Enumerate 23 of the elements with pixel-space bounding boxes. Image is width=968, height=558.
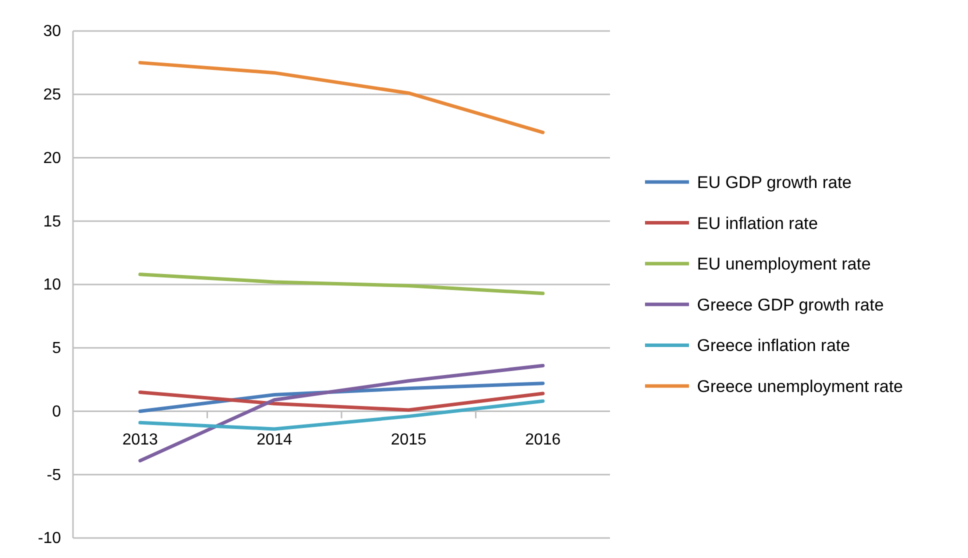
y-tick-label: 20: [43, 150, 62, 167]
y-tick-label: 0: [52, 403, 62, 420]
y-tick-label: -5: [46, 466, 62, 484]
legend-label: EU unemployment rate: [697, 254, 871, 274]
y-tick-label: 30: [43, 23, 62, 40]
y-tick-label: 5: [52, 340, 62, 357]
y-tick-label: 10: [43, 276, 62, 294]
legend-label: EU GDP growth rate: [697, 172, 852, 192]
y-tick-label: -10: [38, 530, 62, 548]
y-tick-label: 15: [43, 213, 62, 230]
legend-label: Greece unemployment rate: [697, 376, 903, 396]
legend-label: EU inflation rate: [697, 214, 818, 233]
line-series: [138, 390, 545, 412]
x-tick-label: 2013: [122, 432, 158, 449]
line-series: [138, 60, 545, 134]
x-tick-label: 2016: [525, 432, 561, 449]
line-series: [138, 272, 545, 296]
legend-label: Greece GDP growth rate: [697, 295, 884, 314]
y-tick-label: 25: [43, 86, 62, 104]
x-tick-label: 2014: [256, 432, 292, 449]
legend-label: Greece inflation rate: [697, 336, 850, 356]
x-tick-label: 2015: [390, 432, 427, 449]
line-series: [138, 399, 545, 431]
